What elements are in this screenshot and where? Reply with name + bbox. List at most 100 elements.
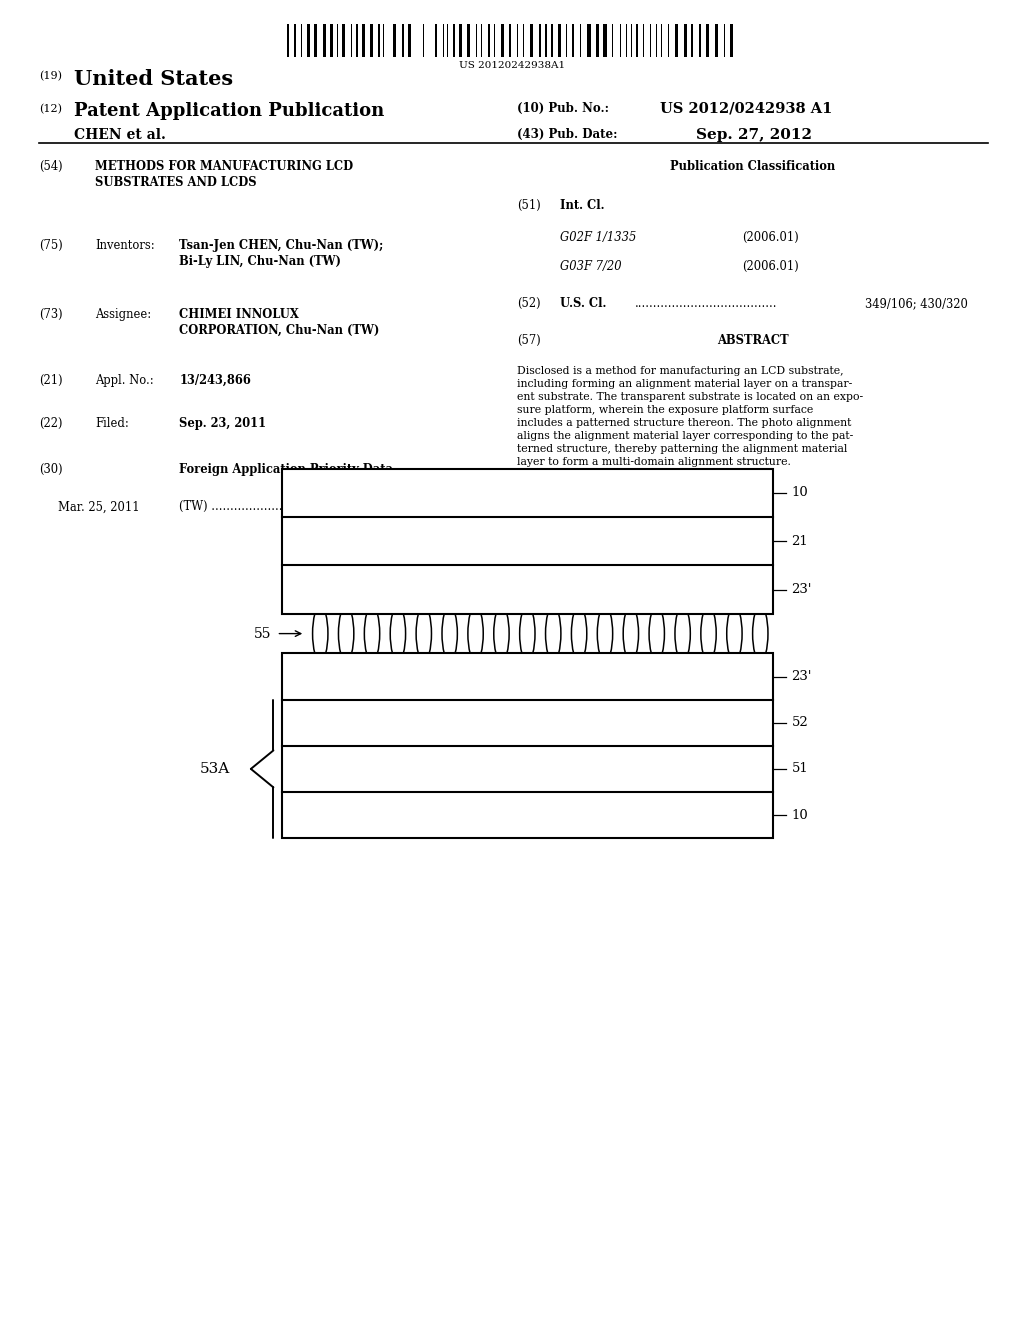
Bar xyxy=(467,24,470,57)
Text: Inventors:: Inventors: xyxy=(95,239,155,252)
Bar xyxy=(545,24,547,57)
Text: (2006.01): (2006.01) xyxy=(742,260,799,273)
Ellipse shape xyxy=(571,606,587,661)
Ellipse shape xyxy=(406,656,421,711)
Ellipse shape xyxy=(519,606,535,661)
Ellipse shape xyxy=(509,656,524,711)
Ellipse shape xyxy=(483,556,499,611)
Ellipse shape xyxy=(494,606,509,661)
Ellipse shape xyxy=(442,606,458,661)
Text: 10: 10 xyxy=(792,486,808,499)
Text: ......................................: ...................................... xyxy=(635,297,777,310)
Bar xyxy=(402,24,404,57)
Ellipse shape xyxy=(365,606,380,661)
Text: CHIMEI INNOLUX
CORPORATION, Chu-Nan (TW): CHIMEI INNOLUX CORPORATION, Chu-Nan (TW) xyxy=(179,308,380,337)
Ellipse shape xyxy=(390,606,406,661)
Text: (30): (30) xyxy=(39,463,62,477)
Ellipse shape xyxy=(406,556,421,611)
Text: 52: 52 xyxy=(792,717,808,729)
Ellipse shape xyxy=(483,656,499,711)
Text: Foreign Application Priority Data: Foreign Application Priority Data xyxy=(179,463,393,477)
Ellipse shape xyxy=(649,606,665,661)
Ellipse shape xyxy=(665,656,680,711)
Text: (2006.01): (2006.01) xyxy=(742,231,799,244)
Text: Tsan-Jen CHEN, Chu-Nan (TW);
Bi-Ly LIN, Chu-Nan (TW): Tsan-Jen CHEN, Chu-Nan (TW); Bi-Ly LIN, … xyxy=(179,239,384,268)
Text: 23': 23' xyxy=(792,671,812,682)
Bar xyxy=(612,24,613,57)
Text: 51: 51 xyxy=(792,763,808,775)
Bar xyxy=(596,24,599,57)
Text: Int. Cl.: Int. Cl. xyxy=(560,199,604,213)
Text: U.S. Cl.: U.S. Cl. xyxy=(560,297,606,310)
Text: (51): (51) xyxy=(517,199,541,213)
Bar xyxy=(655,24,657,57)
Ellipse shape xyxy=(468,606,483,661)
Text: 349/106; 430/320: 349/106; 430/320 xyxy=(865,297,968,310)
Ellipse shape xyxy=(597,606,612,661)
Ellipse shape xyxy=(561,556,577,611)
Bar xyxy=(454,24,455,57)
Text: (19): (19) xyxy=(39,71,61,82)
Bar xyxy=(487,24,490,57)
Bar xyxy=(620,24,622,57)
Bar xyxy=(509,24,511,57)
Bar xyxy=(643,24,644,57)
Ellipse shape xyxy=(742,556,758,611)
Text: Publication Classification: Publication Classification xyxy=(670,160,836,173)
Text: 100110325: 100110325 xyxy=(394,500,461,513)
Text: CHEN et al.: CHEN et al. xyxy=(74,128,166,143)
Bar xyxy=(540,24,541,57)
Text: Sep. 27, 2012: Sep. 27, 2012 xyxy=(696,128,812,143)
Ellipse shape xyxy=(432,556,447,611)
Bar xyxy=(282,469,773,614)
Ellipse shape xyxy=(354,556,370,611)
Ellipse shape xyxy=(753,606,768,661)
Bar xyxy=(572,24,574,57)
Ellipse shape xyxy=(458,656,473,711)
Ellipse shape xyxy=(328,656,343,711)
Ellipse shape xyxy=(612,556,628,611)
Bar xyxy=(393,24,396,57)
Ellipse shape xyxy=(639,556,654,611)
Bar xyxy=(282,653,773,838)
Ellipse shape xyxy=(354,656,370,711)
Text: METHODS FOR MANUFACTURING LCD
SUBSTRATES AND LCDS: METHODS FOR MANUFACTURING LCD SUBSTRATES… xyxy=(95,160,353,189)
Text: (73): (73) xyxy=(39,308,62,321)
Text: (57): (57) xyxy=(517,334,541,347)
Bar xyxy=(706,24,710,57)
Text: 55: 55 xyxy=(254,627,271,640)
Bar xyxy=(516,24,518,57)
Bar xyxy=(350,24,352,57)
Text: (54): (54) xyxy=(39,160,62,173)
Ellipse shape xyxy=(665,556,680,611)
Ellipse shape xyxy=(717,656,732,711)
Ellipse shape xyxy=(380,656,395,711)
Ellipse shape xyxy=(328,556,343,611)
Text: G03F 7/20: G03F 7/20 xyxy=(560,260,622,273)
Text: Appl. No.:: Appl. No.: xyxy=(95,374,154,387)
Text: (75): (75) xyxy=(39,239,62,252)
Bar xyxy=(307,24,309,57)
Ellipse shape xyxy=(546,606,561,661)
Text: US 20120242938A1: US 20120242938A1 xyxy=(459,61,565,70)
Bar xyxy=(699,24,700,57)
Text: Mar. 25, 2011: Mar. 25, 2011 xyxy=(58,500,140,513)
Bar xyxy=(409,24,412,57)
Ellipse shape xyxy=(690,556,706,611)
Bar xyxy=(323,24,326,57)
Ellipse shape xyxy=(675,606,690,661)
Text: 53A: 53A xyxy=(200,762,230,776)
Bar xyxy=(356,24,358,57)
Bar xyxy=(294,24,296,57)
Text: ABSTRACT: ABSTRACT xyxy=(717,334,788,347)
Text: 23': 23' xyxy=(792,583,812,597)
Ellipse shape xyxy=(690,656,706,711)
Bar xyxy=(588,24,591,57)
Text: (43) Pub. Date:: (43) Pub. Date: xyxy=(517,128,617,141)
Bar xyxy=(460,24,462,57)
Text: (22): (22) xyxy=(39,417,62,430)
Bar xyxy=(330,24,333,57)
Text: (52): (52) xyxy=(517,297,541,310)
Ellipse shape xyxy=(380,556,395,611)
Ellipse shape xyxy=(458,556,473,611)
